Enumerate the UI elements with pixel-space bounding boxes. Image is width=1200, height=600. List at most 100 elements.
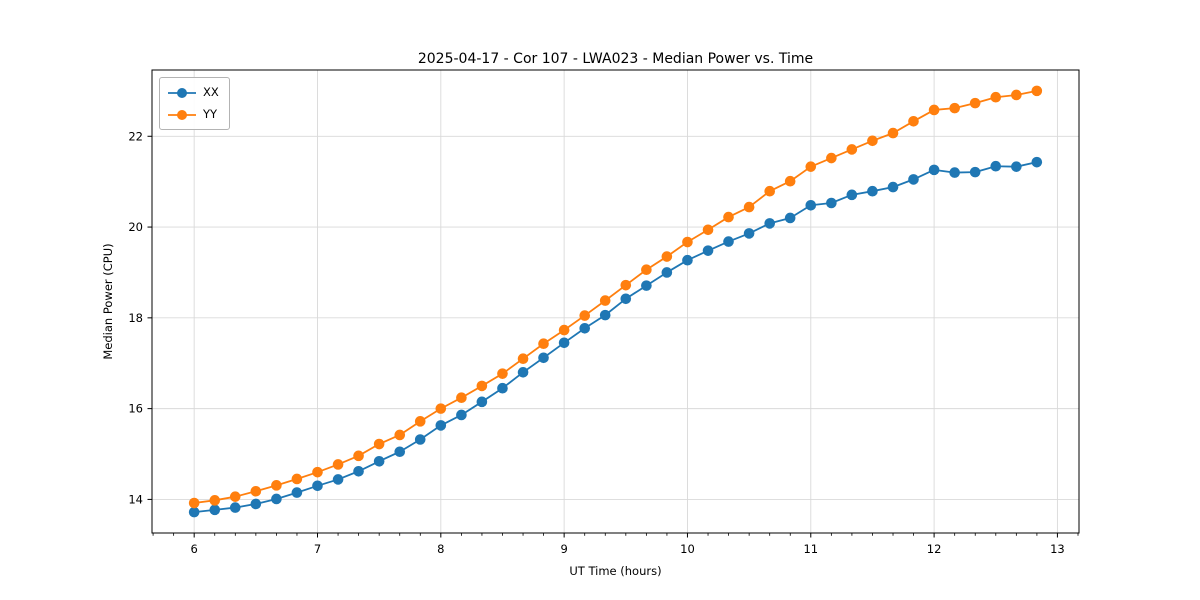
data-point-xx (250, 498, 262, 510)
data-point-xx (476, 396, 488, 408)
data-point-xx (784, 212, 796, 224)
data-point-xx (641, 280, 652, 291)
data-point-xx (229, 502, 241, 513)
data-point-yy (209, 495, 221, 506)
data-point-yy (805, 161, 817, 172)
data-point-xx (826, 197, 837, 209)
x-tick-label: 7 (314, 542, 321, 556)
data-point-xx (209, 504, 221, 516)
y-tick-label: 18 (128, 311, 143, 325)
data-point-yy (517, 353, 529, 364)
data-point-xx (271, 493, 282, 505)
data-point-xx (928, 164, 940, 176)
series-xx (188, 156, 1043, 518)
data-point-xx (969, 166, 981, 178)
x-tick-label: 9 (560, 542, 567, 556)
data-point-yy (990, 91, 1002, 103)
data-point-yy (476, 380, 488, 392)
x-tick-label: 13 (1050, 542, 1065, 556)
x-axis-label: UT Time (hours) (569, 564, 661, 578)
data-point-xx (764, 218, 776, 229)
data-point-xx (599, 309, 611, 321)
legend-item-xx: XX (168, 83, 219, 102)
data-point-xx (867, 185, 878, 197)
data-point-xx (579, 322, 591, 334)
legend-marker-icon (168, 87, 196, 98)
data-point-xx (538, 352, 549, 364)
data-point-xx (558, 337, 570, 349)
data-point-yy (764, 185, 776, 197)
data-point-yy (908, 115, 919, 127)
data-point-yy (784, 175, 796, 187)
data-point-xx (661, 267, 673, 278)
chart-legend: XX YY (159, 77, 230, 130)
data-point-xx (435, 420, 447, 431)
grid-lines (152, 70, 1079, 533)
data-point-yy (620, 279, 632, 291)
data-point-yy (373, 438, 385, 450)
chart-title: 2025-04-17 - Cor 107 - LWA023 - Median P… (418, 51, 813, 67)
y-tick-label: 22 (128, 129, 143, 143)
x-tick-label: 8 (437, 542, 444, 556)
data-point-yy (497, 368, 508, 379)
data-point-yy (188, 497, 200, 509)
data-point-xx (1031, 156, 1043, 168)
data-point-yy (332, 459, 344, 470)
data-point-yy (723, 211, 734, 223)
data-point-yy (969, 97, 981, 109)
data-point-xx (682, 254, 693, 266)
data-point-xx (373, 455, 385, 467)
data-point-xx (394, 446, 406, 458)
data-point-xx (414, 434, 426, 445)
data-point-xx (291, 487, 303, 498)
data-point-yy (414, 416, 426, 427)
legend-marker-icon (168, 109, 196, 120)
data-point-xx (949, 167, 960, 178)
data-point-xx (908, 174, 919, 185)
x-tick-label: 10 (680, 542, 695, 556)
data-point-xx (353, 465, 364, 477)
data-point-yy (1031, 85, 1043, 97)
series-yy (188, 85, 1043, 509)
data-point-yy (271, 480, 282, 491)
data-point-xx (990, 160, 1002, 172)
data-point-xx (312, 480, 323, 492)
data-point-yy (579, 310, 591, 321)
data-point-xx (517, 367, 529, 378)
data-point-yy (250, 485, 262, 497)
data-point-yy (599, 295, 611, 306)
data-point-xx (1011, 161, 1022, 172)
y-tick-label: 20 (128, 220, 143, 234)
x-tick-label: 12 (927, 542, 942, 556)
x-tick-label: 11 (803, 542, 818, 556)
data-point-yy (682, 236, 693, 248)
legend-label: XX (203, 84, 219, 99)
data-point-xx (620, 293, 632, 305)
data-point-yy (291, 473, 303, 485)
plot-border (151, 69, 1080, 534)
data-point-yy (867, 135, 878, 147)
data-point-yy (949, 102, 960, 114)
axis-ticks: 6 7 8 9 10 11 12 13 14 16 18 20 22 (128, 129, 1079, 556)
data-point-xx (188, 506, 200, 518)
data-point-yy (353, 450, 364, 462)
data-point-yy (558, 324, 570, 336)
data-point-yy (394, 429, 406, 441)
x-tick-label: 6 (191, 542, 198, 556)
data-point-yy (1011, 89, 1022, 101)
data-point-yy (435, 403, 447, 414)
y-tick-label: 14 (128, 492, 143, 506)
data-point-xx (723, 236, 734, 247)
data-point-yy (538, 338, 549, 350)
data-point-xx (456, 409, 467, 421)
data-point-xx (846, 189, 858, 201)
data-point-yy (456, 392, 467, 404)
data-point-yy (846, 144, 858, 155)
data-point-yy (743, 201, 755, 213)
data-point-xx (805, 199, 817, 211)
legend-label: YY (203, 106, 218, 121)
y-axis-label: Median Power (CPU) (101, 243, 115, 359)
data-point-yy (928, 104, 940, 116)
y-tick-label: 16 (128, 402, 143, 416)
data-point-yy (229, 491, 241, 502)
